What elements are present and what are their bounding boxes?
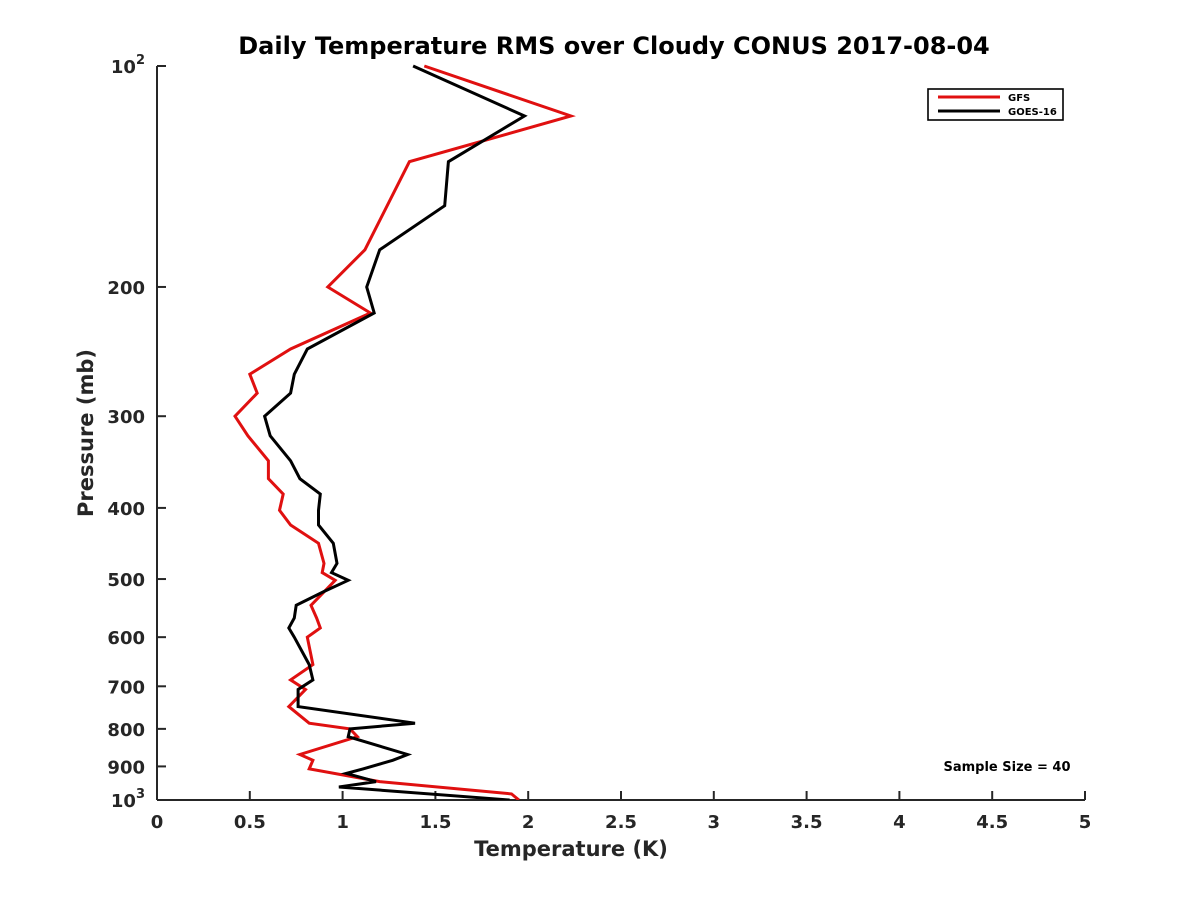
x-tick-label: 3.5 (791, 812, 823, 833)
y-tick-label: 200 (107, 278, 145, 299)
x-tick-label: 3 (708, 812, 721, 833)
y-tick-label: 500 (107, 570, 145, 591)
sample-size-annotation: Sample Size = 40 (943, 760, 1070, 775)
series-layer (233, 64, 576, 800)
y-tick-label: 300 (107, 407, 145, 428)
legend-box (927, 88, 1064, 121)
y-tick-label: 900 (107, 757, 145, 778)
y-tick-label: 103 (111, 787, 145, 812)
x-tick-label: 2.5 (605, 812, 637, 833)
y-tick-label: 700 (107, 677, 145, 698)
x-tick-label: 1.5 (419, 812, 451, 833)
x-tick-label: 2 (522, 812, 535, 833)
y-tick-label: 400 (107, 499, 145, 520)
plot-axes: 0 0.5 1 1.5 2 2.5 3 3.5 4 4.5 5 102 200 300 400 500 600 7… (107, 53, 1091, 833)
x-tick-label: 1 (336, 812, 349, 833)
x-tick-label: 5 (1079, 812, 1092, 833)
x-axis-label: Temperature (K) (474, 837, 668, 861)
x-tick-label: 0 (151, 812, 164, 833)
x-tick-label: 4 (893, 812, 906, 833)
y-axis-label: Pressure (mb) (74, 349, 98, 517)
legend-label-goes-16: GOES-16 (1008, 107, 1057, 118)
y-tick-label: 800 (107, 720, 145, 741)
x-tick-label: 0.5 (234, 812, 266, 833)
legend-label-gfs: GFS (1008, 93, 1030, 104)
series-line-gfs (233, 64, 576, 800)
x-tick-label: 4.5 (976, 812, 1008, 833)
y-tick-label: 102 (111, 53, 145, 78)
y-tick-label: 600 (107, 628, 145, 649)
legend: GFS GOES-16 (927, 88, 1064, 121)
chart-title: Daily Temperature RMS over Cloudy CONUS … (238, 32, 990, 60)
series-line-goes-16 (262, 64, 528, 800)
